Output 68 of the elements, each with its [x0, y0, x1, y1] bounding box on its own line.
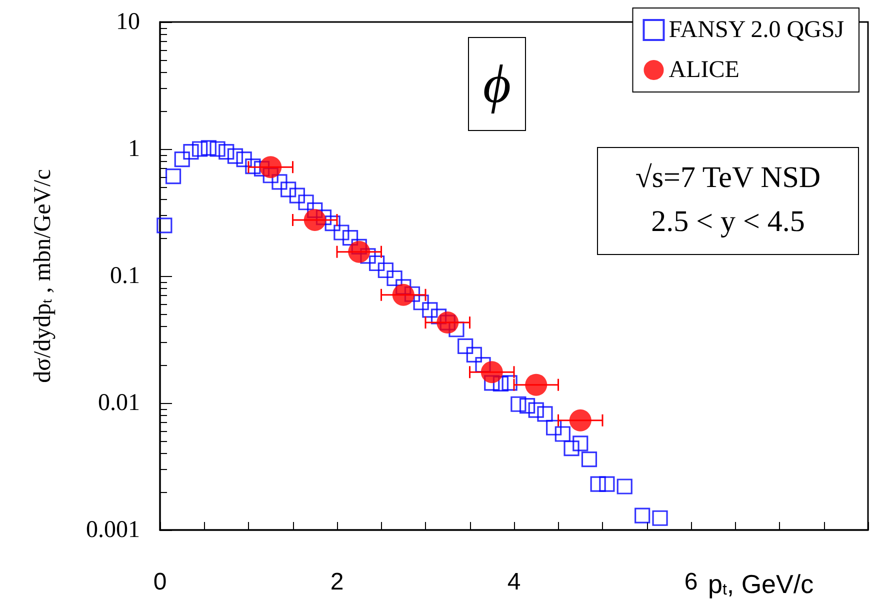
x-tick-label: 6 [684, 568, 698, 596]
point [369, 255, 385, 272]
point [245, 158, 261, 174]
point [304, 209, 326, 231]
y-tick-label: 0.001 [86, 517, 140, 543]
point [422, 302, 438, 318]
y-tick-label: 0.1 [110, 263, 140, 289]
point [348, 240, 370, 263]
point [480, 361, 503, 384]
x-axis-title: pt, GeV/c [708, 569, 814, 599]
point [236, 151, 252, 168]
point [280, 182, 296, 198]
point [156, 218, 172, 234]
point [210, 141, 226, 157]
point [430, 308, 447, 324]
y-axis-title: dσ/dydpt , mbn/GeV/c [30, 169, 56, 383]
point [590, 476, 606, 492]
point [342, 230, 358, 246]
point [298, 194, 314, 210]
y-tick-label: 1 [128, 136, 140, 162]
point [200, 140, 216, 156]
point [378, 262, 394, 278]
point [554, 426, 570, 442]
annotation: √s=7 TeV NSD [634, 160, 822, 196]
point [492, 376, 509, 392]
point [174, 151, 190, 168]
point [572, 436, 588, 452]
point [192, 141, 208, 157]
point [519, 398, 536, 414]
point [634, 508, 650, 524]
point [616, 478, 632, 494]
point [386, 270, 402, 286]
point [564, 440, 580, 456]
point [528, 402, 544, 418]
point [569, 409, 592, 432]
point [599, 476, 615, 492]
y-tick-label: 0.01 [98, 390, 140, 416]
point [183, 144, 199, 160]
point [334, 224, 350, 240]
point [436, 312, 459, 334]
point [448, 322, 464, 338]
x-tick-label: 0 [153, 568, 167, 596]
point [510, 396, 526, 412]
point [227, 148, 244, 164]
point [360, 248, 376, 264]
point [546, 420, 562, 436]
point [525, 374, 548, 396]
point [458, 338, 474, 354]
point [392, 284, 414, 306]
x-tick-label: 4 [507, 568, 521, 596]
point [272, 174, 288, 190]
point [260, 156, 282, 178]
x-tick-label: 2 [330, 568, 344, 596]
point [218, 144, 234, 160]
legend-label: FANSY 2.0 QGSJ [668, 17, 844, 43]
point [165, 168, 182, 184]
point [475, 356, 491, 373]
point [413, 294, 429, 310]
point [652, 510, 668, 526]
y-tick-label: 10 [116, 9, 140, 35]
annotation: 2.5 < y < 4.5 [650, 204, 806, 240]
point [466, 346, 482, 363]
legend-label: ALICE [668, 57, 740, 83]
point [324, 216, 340, 232]
point [581, 452, 598, 468]
annotation: ϕ [468, 37, 526, 131]
point [537, 406, 553, 422]
point [289, 188, 305, 204]
